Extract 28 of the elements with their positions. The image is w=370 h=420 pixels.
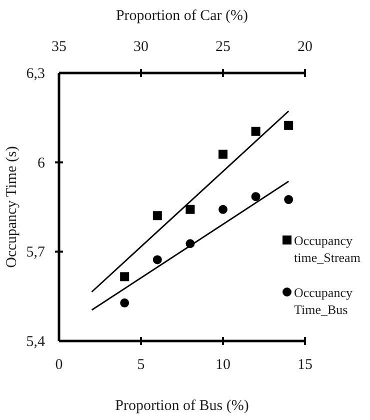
point (186, 204, 195, 214)
y-tick-label: 6,3 (26, 66, 45, 82)
point (218, 204, 228, 214)
x2-tick-label: 25 (216, 39, 230, 55)
y-tick-label: 5,4 (26, 334, 46, 350)
x2-tick-label: 20 (298, 39, 312, 55)
point (152, 211, 162, 220)
point (152, 255, 162, 264)
point (120, 298, 130, 308)
y-tick-label: 6 (38, 155, 46, 172)
point (251, 192, 260, 202)
x-tick-label: 0 (55, 357, 63, 373)
legend-label: Occupancy time_Stream (294, 233, 360, 265)
x2-tick-label: 35 (52, 39, 66, 55)
point (251, 126, 260, 136)
x2-tick-label: 30 (134, 39, 148, 55)
x-tick-label: 15 (298, 357, 312, 373)
point (120, 272, 130, 282)
y-axis-title: Occupancy Time (s) (4, 146, 20, 268)
x2-axis-title: Proportion of Car (%) (116, 8, 248, 24)
x-axis-title: Proportion of Bus (%) (115, 398, 249, 414)
x-tick-label: 5 (137, 357, 145, 373)
point (284, 120, 294, 130)
y-tick-label: 5,7 (26, 244, 46, 261)
x-tick-label: 10 (216, 357, 230, 373)
point (284, 195, 294, 204)
point (218, 150, 228, 159)
legend-label: Occupancy Time_Bus (294, 285, 353, 317)
